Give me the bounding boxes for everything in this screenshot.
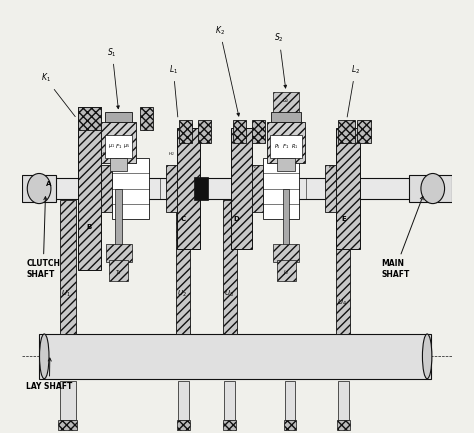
Bar bbox=[176, 200, 190, 334]
Text: CLUTCH
SHAFT: CLUTCH SHAFT bbox=[26, 197, 60, 279]
Bar bbox=[198, 120, 211, 143]
Bar bbox=[270, 135, 302, 158]
Bar bbox=[60, 381, 76, 420]
Ellipse shape bbox=[27, 174, 51, 204]
Bar bbox=[273, 245, 299, 262]
Text: $U_3$: $U_3$ bbox=[224, 289, 234, 299]
Bar bbox=[252, 165, 263, 212]
Text: $S_2$: $S_2$ bbox=[274, 32, 287, 88]
Bar bbox=[58, 420, 77, 430]
Text: $H_2$: $H_2$ bbox=[168, 150, 175, 158]
Bar bbox=[283, 122, 290, 158]
Text: C: C bbox=[181, 216, 186, 222]
Bar bbox=[105, 135, 132, 158]
Bar bbox=[277, 158, 295, 171]
Text: $F_1$: $F_1$ bbox=[115, 142, 122, 151]
Bar bbox=[112, 158, 149, 219]
Bar bbox=[101, 165, 112, 212]
Text: $K_2$: $K_2$ bbox=[215, 24, 239, 116]
Bar bbox=[271, 113, 301, 122]
Bar bbox=[233, 120, 246, 143]
Bar bbox=[39, 334, 430, 379]
Bar bbox=[273, 92, 299, 113]
Text: $S_1$: $S_1$ bbox=[108, 46, 119, 109]
Bar bbox=[60, 200, 76, 334]
Bar bbox=[224, 381, 235, 420]
Text: $L_1$: $L_1$ bbox=[169, 63, 178, 117]
Text: $\mu_5$: $\mu_5$ bbox=[123, 142, 130, 150]
Ellipse shape bbox=[39, 334, 49, 379]
Text: E: E bbox=[341, 216, 346, 222]
Bar bbox=[78, 107, 101, 270]
Text: $P_2$: $P_2$ bbox=[251, 163, 257, 171]
Bar bbox=[337, 420, 350, 430]
Text: $U_1$: $U_1$ bbox=[61, 289, 71, 299]
Text: $K_1$: $K_1$ bbox=[41, 72, 75, 116]
Bar bbox=[285, 381, 295, 420]
Bar bbox=[115, 122, 122, 158]
Text: $F_1$: $F_1$ bbox=[283, 142, 290, 151]
Bar bbox=[176, 420, 190, 430]
Bar bbox=[261, 177, 274, 200]
Bar bbox=[52, 178, 426, 199]
Text: $U_4$: $U_4$ bbox=[337, 297, 347, 307]
Text: $H_2$: $H_2$ bbox=[100, 150, 107, 158]
Bar bbox=[194, 177, 208, 200]
Bar bbox=[115, 188, 122, 249]
Bar bbox=[357, 120, 371, 143]
Text: $L_2$: $L_2$ bbox=[347, 63, 360, 117]
Text: $U_2$: $U_2$ bbox=[177, 289, 187, 299]
Bar bbox=[109, 260, 128, 281]
Text: $P_1$: $P_1$ bbox=[274, 142, 281, 151]
Bar bbox=[409, 175, 452, 202]
Bar bbox=[110, 158, 128, 171]
Bar bbox=[223, 420, 237, 430]
Bar bbox=[252, 120, 265, 143]
Bar bbox=[177, 128, 201, 249]
Bar bbox=[223, 200, 237, 334]
Bar bbox=[325, 165, 336, 212]
Bar bbox=[106, 245, 132, 262]
Ellipse shape bbox=[421, 174, 445, 204]
Text: $T_1$: $T_1$ bbox=[115, 268, 122, 277]
Text: LAY SHAFT: LAY SHAFT bbox=[26, 358, 73, 391]
Bar bbox=[337, 200, 350, 334]
Bar bbox=[22, 175, 56, 202]
Bar bbox=[140, 107, 153, 130]
Bar bbox=[336, 128, 360, 249]
Bar bbox=[283, 188, 290, 249]
Bar bbox=[105, 113, 132, 122]
Bar bbox=[277, 260, 295, 281]
Bar bbox=[178, 381, 189, 420]
Bar bbox=[101, 122, 136, 163]
Bar bbox=[284, 420, 296, 430]
Ellipse shape bbox=[422, 334, 432, 379]
Text: $\mu_1$: $\mu_1$ bbox=[108, 142, 115, 150]
Bar bbox=[230, 128, 252, 249]
Text: $R_1$: $R_1$ bbox=[291, 142, 298, 151]
Text: MAIN
SHAFT: MAIN SHAFT bbox=[381, 197, 423, 279]
Text: D: D bbox=[233, 216, 239, 222]
Text: $J_2$: $J_2$ bbox=[283, 268, 289, 277]
Bar bbox=[263, 158, 300, 219]
Bar bbox=[78, 107, 101, 130]
Bar bbox=[166, 165, 177, 212]
Text: B: B bbox=[86, 224, 91, 230]
Bar bbox=[338, 381, 349, 420]
Text: $G_2$: $G_2$ bbox=[282, 96, 290, 105]
Bar bbox=[338, 120, 356, 143]
Text: $R_2$: $R_2$ bbox=[328, 163, 334, 171]
Bar bbox=[179, 120, 192, 143]
Text: A: A bbox=[46, 181, 51, 187]
Bar bbox=[267, 122, 305, 163]
